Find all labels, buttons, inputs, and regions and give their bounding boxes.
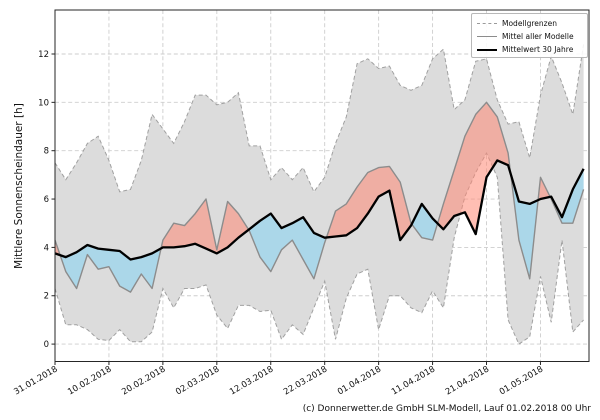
legend-label: Modellgrenzen [502, 19, 557, 28]
x-tick-label: 11.04.2018 [390, 364, 437, 397]
y-tick-label: 0 [44, 340, 49, 350]
climate-mean-30y-line [54, 159, 585, 261]
y-tick-label: 6 [44, 195, 49, 205]
black-line-icon [477, 48, 497, 51]
x-tick-label: 20.02.2018 [120, 364, 167, 397]
lower-bound-line [54, 151, 584, 345]
y-axis-label: Mittlere Sonnenscheindauer [h] [13, 103, 25, 269]
above-normal-fill [161, 199, 249, 254]
y-tick-label: 8 [44, 147, 49, 157]
y-tick-label: 2 [44, 292, 49, 302]
below-normal-fill [550, 168, 584, 224]
legend-item-modellgrenzen: Modellgrenzen [477, 17, 587, 30]
above-normal-fill [538, 177, 551, 201]
model-range-band [55, 44, 584, 345]
x-tick-label: 21.04.2018 [444, 364, 491, 397]
below-normal-fill [248, 213, 327, 279]
legend-label: Mittelwert 30 Jahre [502, 45, 574, 54]
legend-item-mittelwert-30-jahre: Mittelwert 30 Jahre [477, 43, 587, 56]
caption: (c) Donnerwetter.de GmbH SLM-Modell, Lau… [302, 404, 591, 414]
x-tick-label: 02.03.2018 [174, 364, 221, 397]
x-tick-label: 10.02.2018 [66, 364, 113, 397]
x-tick-label: 01.04.2018 [336, 364, 383, 397]
dashed-line-icon [477, 23, 497, 24]
above-normal-fill [326, 166, 412, 241]
legend: Modellgrenzen Mittel aller Modelle Mitte… [471, 13, 588, 58]
above-normal-fill [437, 102, 511, 235]
x-tick-label: 31.01.2018 [12, 364, 59, 397]
x-tick-label: 01.05.2018 [498, 364, 545, 397]
y-tick-label: 12 [38, 50, 49, 60]
y-tick-label: 4 [44, 243, 49, 253]
plot-border [54, 9, 590, 362]
upper-bound-line [54, 44, 585, 193]
legend-label: Mittel aller Modelle [502, 32, 574, 41]
y-tick-label: 10 [38, 98, 49, 108]
x-tick-label: 22.03.2018 [282, 364, 329, 397]
gray-line-icon [477, 36, 497, 37]
x-tick-label: 12.03.2018 [228, 364, 275, 397]
model-mean-line [54, 101, 585, 293]
legend-item-mittel-aller-modelle: Mittel aller Modelle [477, 30, 587, 43]
